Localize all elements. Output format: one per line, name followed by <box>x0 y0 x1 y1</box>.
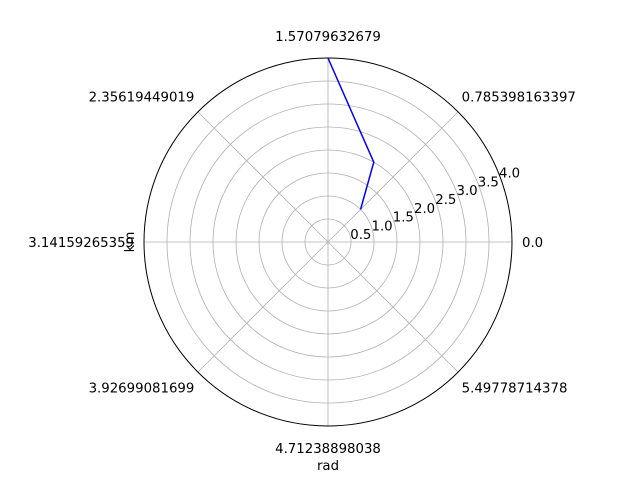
theta-tick-label-4: 3.14159265359 <box>28 236 134 251</box>
r-tick-label-0: 0.5 <box>350 228 371 243</box>
r-tick-label-6: 3.5 <box>478 175 499 190</box>
r-tick-label-2: 1.5 <box>393 211 414 226</box>
series-layer <box>327 57 375 210</box>
grid-layer <box>144 58 512 426</box>
label-layer: 0.0 0.785398163397 1.57079632679 2.35619449… <box>28 30 576 457</box>
polar-outer-frame <box>143 57 513 427</box>
r-tick-label-7: 4.0 <box>499 167 520 182</box>
theta-gridline-3 <box>197 111 329 243</box>
x-axis-label: rad <box>317 459 339 474</box>
theta-tick-label-1: 0.785398163397 <box>462 90 576 105</box>
y-axis-label: km <box>123 232 138 253</box>
theta-tick-label-3: 2.35619449019 <box>89 90 195 105</box>
series-line-0 <box>327 57 375 210</box>
theta-gridline-1 <box>327 111 459 243</box>
r-tick-label-5: 3.0 <box>456 184 477 199</box>
theta-tick-label-0: 0.0 <box>522 236 543 251</box>
r-tick-label-3: 2.0 <box>414 202 435 217</box>
theta-tick-label-2: 1.57079632679 <box>275 30 381 45</box>
r-tick-label-4: 2.5 <box>435 193 456 208</box>
theta-gridline-5 <box>197 241 329 373</box>
theta-tick-label-7: 5.49778714378 <box>462 382 568 397</box>
theta-tick-label-5: 3.92699081699 <box>89 382 195 397</box>
theta-tick-label-6: 4.71238898038 <box>275 442 381 457</box>
r-tick-label-1: 1.0 <box>371 219 392 234</box>
theta-gridline-7 <box>327 241 459 373</box>
